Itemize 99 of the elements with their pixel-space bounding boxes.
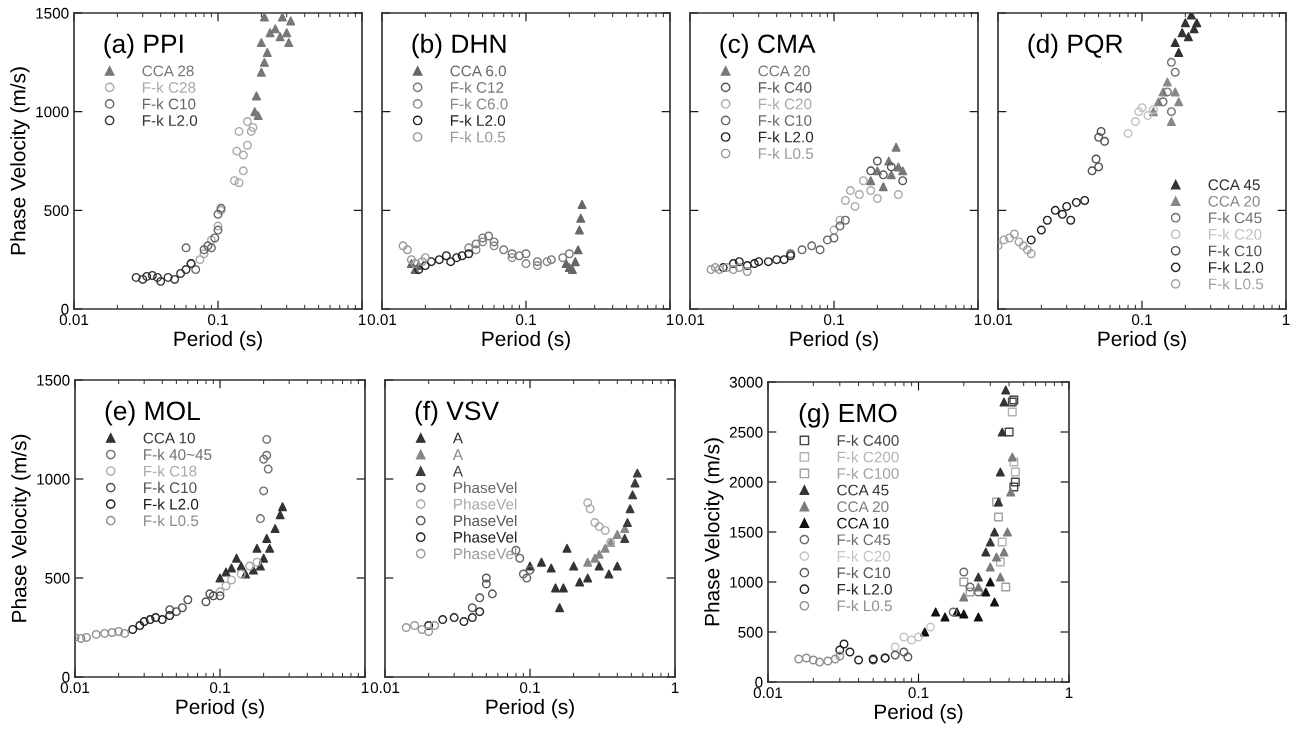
legend-label: A: [452, 465, 463, 477]
x-tick-label: 0.01: [60, 682, 90, 694]
legend-label: F-k L0.5: [837, 600, 892, 612]
legend-label: F-k L2.0: [758, 131, 814, 143]
y-tick-label: 1000: [36, 106, 69, 118]
text: (f) VSV: [415, 400, 499, 426]
x-tick-label: 0.01: [59, 314, 89, 326]
text: (b) DHN: [412, 33, 506, 59]
x-axis-title: Period (s): [1098, 330, 1186, 351]
x-tick-label: 1: [1282, 314, 1290, 325]
y-axis-title: Phase Velocity (m/s): [704, 438, 724, 626]
legend-label: CCA 10: [837, 517, 889, 529]
legend-label: F-k C45: [1209, 212, 1262, 224]
x-tick-label: 0.1: [207, 314, 228, 326]
legend-label: F-k C28: [142, 81, 196, 93]
text: (c) CMA: [720, 33, 816, 59]
y-axis-title: Phase Velocity (m/s): [10, 67, 30, 255]
text: (e) MOL: [105, 400, 200, 426]
legend-label: F-k C20: [758, 98, 812, 110]
legend-label: F-k C20: [1209, 228, 1262, 240]
x-tick-label: 1: [361, 682, 369, 693]
x-axis-title: Period (s): [875, 703, 963, 724]
legend-label: F-k L2.0: [450, 114, 506, 126]
x-axis-title: Period (s): [486, 698, 574, 719]
y-tick-label: 500: [44, 205, 69, 217]
legend-label: PhaseVel: [454, 514, 517, 527]
legend-label: CCA 20: [758, 65, 810, 77]
legend-label: PhaseVel: [454, 531, 517, 543]
x-tick-label: 1: [358, 314, 366, 325]
legend-label: PhaseVel: [454, 481, 517, 494]
legend-label: A: [452, 432, 463, 444]
y-tick-label: 2500: [729, 426, 763, 438]
legend-label: F-k L0.5: [144, 514, 199, 527]
y-tick-label: 0: [61, 303, 69, 315]
text: (g) EMO: [799, 403, 897, 428]
legend-label: A: [452, 449, 463, 460]
y-axis-title: Phase Velocity (m/s): [11, 434, 31, 622]
legend-label: F-k L2.0: [144, 498, 199, 510]
legend-label: F-k L2.0: [142, 114, 198, 126]
y-tick-label: 1500: [37, 374, 70, 386]
legend-label: F-k L2.0: [837, 583, 892, 595]
x-tick-label: 0.1: [823, 314, 844, 326]
legend-label: F-k C10: [144, 481, 197, 494]
y-tick-label: 1000: [37, 473, 70, 485]
legend-label: F-k C6.0: [450, 98, 508, 110]
y-tick-label: 1500: [730, 526, 763, 538]
x-tick-label: 0.01: [675, 314, 705, 326]
x-tick-label: 1: [666, 314, 674, 325]
legend-label: CCA 10: [143, 432, 195, 444]
x-tick-label: 0.1: [1131, 314, 1152, 326]
x-tick-label: 0.01: [983, 314, 1013, 326]
legend-label: CCA 6.0: [450, 65, 506, 77]
legend-label: F-k 40~45: [144, 448, 212, 461]
legend-label: F-k C10: [1209, 245, 1262, 257]
legend-label: CCA 20: [1208, 195, 1260, 207]
y-tick-label: 0: [62, 671, 70, 683]
legend-label: CCA 45: [837, 484, 889, 496]
legend-label: F-k C12: [450, 81, 504, 93]
y-tick-label: 1000: [730, 576, 763, 588]
x-tick-label: 0.01: [753, 687, 783, 699]
x-tick-label: 0.01: [367, 314, 397, 326]
y-tick-label: 1500: [36, 7, 69, 19]
x-tick-label: 1: [671, 682, 679, 693]
legend-label: F-k L0.5: [450, 131, 506, 143]
legend-label: CCA 20: [837, 501, 889, 513]
legend-label: F-k C10: [758, 114, 812, 126]
legend-label: CCA 28: [142, 65, 194, 77]
x-tick-label: 0.1: [519, 682, 540, 694]
x-tick-label: 0.1: [515, 314, 536, 326]
text: (a) PPI: [104, 33, 183, 59]
x-axis-title: Period (s): [176, 698, 264, 719]
x-tick-label: 1: [1065, 687, 1073, 698]
x-tick-label: 0.01: [370, 682, 400, 694]
x-axis-title: Period (s): [174, 330, 262, 351]
legend-label: PhaseVel: [454, 498, 517, 510]
legend-label: F-k L0.5: [1209, 278, 1264, 290]
legend-label: F-k C400: [837, 434, 899, 446]
y-tick-label: 500: [738, 626, 763, 638]
legend-label: F-k C40: [758, 81, 812, 93]
legend-label: F-k C10: [837, 566, 891, 579]
legend-label: F-k L0.5: [758, 147, 814, 160]
y-tick-label: 3000: [729, 376, 763, 388]
legend-label: F-k C20: [837, 550, 891, 562]
legend-label: F-k C200: [837, 451, 899, 463]
legend-label: F-k C18: [144, 465, 197, 477]
y-tick-label: 2000: [729, 476, 763, 488]
y-tick-label: 0: [755, 676, 763, 688]
legend-label: F-k C10: [142, 98, 196, 110]
y-tick-label: 500: [45, 572, 70, 584]
x-tick-label: 1: [974, 314, 982, 325]
legend-label: CCA 45: [1208, 179, 1260, 191]
legend-label: F-k L2.0: [1209, 261, 1264, 273]
legend-label: F-k C45: [837, 533, 891, 546]
x-tick-label: 0.1: [908, 687, 929, 699]
x-axis-title: Period (s): [790, 330, 878, 351]
x-tick-label: 0.1: [209, 682, 230, 694]
legend-label: F-k C100: [837, 467, 899, 479]
text: (d) PQR: [1028, 33, 1123, 59]
x-axis-title: Period (s): [482, 330, 570, 351]
